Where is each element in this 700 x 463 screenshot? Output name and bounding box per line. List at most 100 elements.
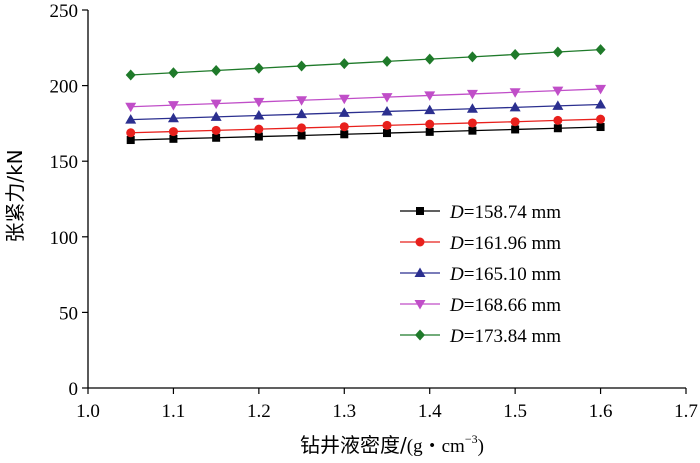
data-point — [297, 131, 306, 140]
data-point — [212, 133, 221, 142]
legend-entry-5: D=173.84 mm — [400, 326, 561, 347]
data-point — [552, 100, 564, 110]
data-point — [253, 97, 265, 108]
y-tick-label: 100 — [50, 228, 79, 249]
data-point — [210, 111, 222, 121]
y-tick-label: 200 — [50, 77, 79, 98]
data-point — [210, 99, 222, 110]
data-point — [553, 124, 562, 133]
y-tick-label: 150 — [50, 152, 79, 173]
data-point — [297, 123, 307, 133]
data-point — [254, 124, 264, 134]
data-point — [381, 93, 393, 103]
data-point — [425, 119, 435, 129]
series-2 — [126, 114, 606, 138]
x-axis-title-exponent: −3 — [465, 432, 478, 446]
y-tick-label: 50 — [59, 303, 78, 324]
legend-series-name: =173.84 mm — [464, 326, 561, 347]
data-point — [339, 58, 350, 70]
series-1 — [126, 123, 605, 145]
data-point — [296, 108, 308, 119]
legend-series-name: =165.10 mm — [464, 264, 561, 285]
legend-entry-2: D=161.96 mm — [400, 233, 561, 254]
data-point — [211, 125, 221, 135]
series-line — [130, 103, 601, 121]
data-point — [595, 84, 607, 95]
data-point — [467, 118, 477, 128]
data-point — [595, 99, 607, 109]
legend-swatch-marker — [414, 300, 426, 310]
y-tick-label: 250 — [50, 1, 79, 22]
data-point — [168, 127, 178, 137]
legend-label: D=158.74 mm — [449, 202, 561, 223]
legend-variable: D — [449, 202, 464, 223]
series-layer — [125, 44, 607, 145]
legend-variable: D — [449, 326, 464, 347]
legend-variable: D — [449, 233, 464, 254]
data-point — [211, 64, 222, 76]
series-line — [130, 118, 601, 134]
series-line — [130, 88, 601, 108]
data-point — [467, 51, 478, 63]
data-point — [381, 105, 393, 116]
data-point — [468, 126, 477, 135]
data-point — [296, 96, 308, 106]
legend-entry-3: D=165.10 mm — [400, 264, 561, 285]
x-axis-title: 钻井液密度/(g・cm−3) — [300, 432, 484, 457]
data-point — [424, 104, 436, 115]
data-point — [466, 103, 478, 113]
data-point — [340, 130, 349, 139]
data-point — [552, 86, 564, 97]
data-point — [167, 112, 179, 123]
legend: D=158.74 mmD=161.96 mmD=165.10 mmD=168.6… — [400, 202, 561, 347]
legend-series-name: =158.74 mm — [464, 202, 561, 223]
y-axis-title: 张紧力/kN — [3, 149, 27, 242]
data-point — [425, 127, 434, 136]
data-point — [382, 55, 392, 67]
data-point — [125, 102, 137, 113]
data-point — [510, 48, 521, 60]
legend-label: D=165.10 mm — [449, 264, 561, 285]
data-point — [167, 101, 179, 111]
plot-area: 1.0 1.1 1.2 1.3 1.4 1.5 1.6 1.7 0 50 100 150 200 250 — [50, 1, 698, 422]
data-point — [382, 120, 392, 130]
legend-swatch-marker — [415, 329, 425, 341]
x-tick-label: 1.7 — [674, 401, 698, 422]
legend-variable: D — [449, 295, 464, 316]
data-point — [126, 136, 135, 145]
data-point — [424, 53, 435, 65]
data-point — [125, 69, 136, 81]
data-point — [253, 62, 264, 74]
x-tick-label: 1.0 — [76, 401, 100, 422]
legend-series-name: =168.66 mm — [464, 295, 561, 316]
data-point — [126, 128, 136, 138]
data-point — [511, 125, 520, 134]
series-line — [130, 126, 601, 141]
data-point — [383, 129, 391, 138]
legend-swatch-marker — [416, 207, 424, 215]
data-point — [338, 107, 350, 117]
data-point — [509, 88, 521, 98]
data-point — [296, 60, 307, 72]
x-axis-title-unit: (g・cm — [407, 436, 465, 457]
x-axis-title-close: ) — [478, 436, 484, 457]
data-point — [509, 101, 521, 112]
data-point — [338, 94, 350, 105]
data-point — [254, 132, 263, 141]
data-point — [169, 134, 178, 143]
x-tick-label: 1.6 — [589, 401, 613, 422]
data-point — [596, 114, 606, 124]
x-tick-label: 1.1 — [162, 401, 186, 422]
data-point — [125, 114, 137, 124]
x-tick-label: 1.4 — [418, 401, 442, 422]
legend-variable: D — [449, 264, 464, 285]
legend-series-name: =161.96 mm — [464, 233, 561, 254]
series-3 — [125, 99, 607, 124]
x-tick-label: 1.5 — [503, 401, 527, 422]
data-point — [466, 89, 478, 100]
y-tick-label: 0 — [69, 379, 79, 400]
data-point — [596, 123, 605, 132]
data-point — [339, 122, 349, 132]
legend-label: D=173.84 mm — [449, 326, 561, 347]
